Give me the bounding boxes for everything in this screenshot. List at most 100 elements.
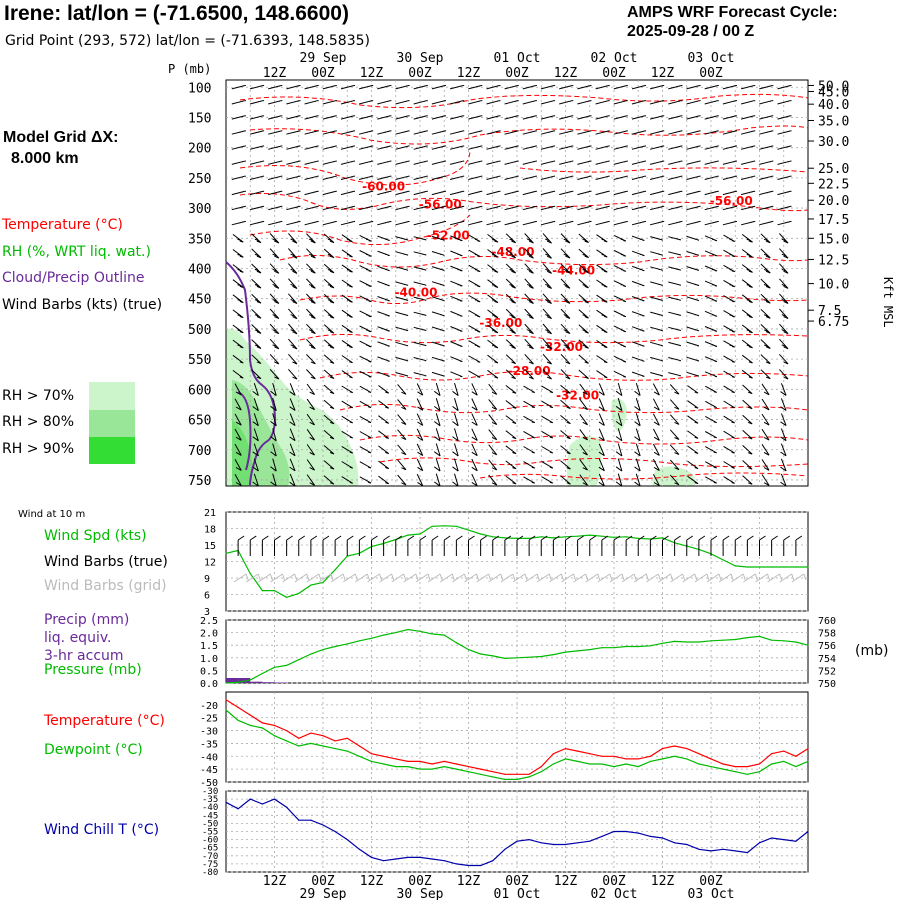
wind-barb: [468, 234, 481, 242]
height-tick-label: 6.75: [818, 315, 849, 330]
pressure-line-point: [613, 647, 615, 649]
top-time-tick-label: 00Z: [311, 66, 335, 81]
temperature-contour: [319, 370, 809, 381]
wind-barb: [705, 431, 717, 439]
wind-chill-line-point: [540, 842, 542, 844]
pressure-line-point: [407, 628, 409, 631]
wind-barb: [560, 430, 571, 440]
wind-barb: [777, 205, 792, 211]
wind-speed-line-point: [286, 596, 288, 598]
wind-barb: [704, 265, 718, 272]
wind-barb: [471, 473, 478, 487]
wind-barb: [522, 130, 537, 135]
wind-barb: [540, 115, 556, 120]
wind-barb: [306, 369, 316, 380]
wind-barb: [341, 309, 353, 318]
pressure-tick-label: 600: [188, 383, 211, 398]
wind-barb: [687, 415, 699, 424]
temperature-contour: [299, 333, 809, 344]
wind-barb: [669, 459, 680, 471]
pressure-ytick-label: 754: [818, 654, 836, 665]
wind-barb: [304, 190, 319, 196]
wind-barb: [286, 100, 301, 105]
wind-barb: [468, 249, 481, 258]
wind-barb: [560, 445, 571, 455]
temperature-line-point: [674, 745, 676, 747]
wind-barb: [434, 428, 441, 442]
wind-barb: [595, 160, 610, 165]
wind-barb: [323, 354, 335, 364]
wind-barb: [524, 263, 534, 274]
wind-speed-line-point: [589, 534, 591, 536]
wind-barb: [249, 130, 265, 135]
wind-chill-line-point: [661, 837, 664, 839]
wind-barb: [340, 160, 356, 165]
dewpoint-line-point: [383, 763, 385, 765]
wind-barb: [395, 311, 409, 316]
wind-barb: [377, 371, 390, 377]
dewpoint-line-point: [249, 724, 251, 727]
wind-chill-line-point: [577, 842, 579, 844]
wind10-barb-grid: [245, 573, 261, 583]
wind-barb: [468, 220, 483, 226]
wind-barb: [559, 175, 574, 180]
wind-barb: [234, 383, 242, 396]
wind-barb: [340, 115, 356, 120]
wind-barb: [740, 115, 756, 120]
wind-barb: [524, 338, 534, 350]
wind-barb: [468, 100, 483, 105]
bottom-time-tick-label: 12Z: [554, 874, 578, 889]
wind-barb: [488, 383, 498, 395]
wind-barb: [668, 281, 682, 286]
wind-barb: [306, 429, 316, 441]
wind-barb: [450, 356, 463, 363]
wind-barb: [686, 130, 701, 135]
wind-barb: [359, 295, 372, 303]
wind-barb: [505, 460, 517, 470]
wind-barb: [270, 382, 277, 396]
wind-barb: [631, 220, 647, 226]
wind-barb: [358, 160, 374, 165]
wind10-barb-grid: [233, 573, 249, 583]
wind-barb: [505, 354, 517, 365]
wind-barb: [359, 385, 372, 393]
wind-barb: [759, 145, 774, 150]
wind-barb: [631, 205, 647, 211]
wind-chill-line-point: [419, 856, 421, 859]
wind-barb: [249, 115, 265, 120]
pressure-line-point: [237, 681, 239, 684]
wind-barb: [304, 85, 319, 90]
wind-speed-line-point: [722, 559, 724, 561]
wind-chill-line-point: [286, 806, 288, 808]
wind-chill-ytick-label: -80: [202, 868, 218, 878]
top-date-label: 01 Oct: [494, 51, 541, 66]
wind-barb: [686, 175, 701, 180]
temperature-contour: [239, 93, 809, 109]
wind-barb: [631, 175, 647, 180]
wind-barb: [378, 430, 390, 439]
wind-barb: [395, 296, 409, 301]
wind-barb: [268, 100, 283, 105]
wind-barb: [650, 326, 663, 332]
wind-barb: [434, 398, 441, 412]
wind-barb: [705, 400, 717, 409]
wind-barb: [596, 339, 608, 349]
height-tick-label: 50.0: [818, 79, 849, 94]
wind-barb: [306, 474, 316, 486]
wind-barb: [613, 145, 628, 150]
pressure-line-point: [698, 641, 700, 643]
wind-barb: [759, 160, 774, 165]
pressure-tick-label: 500: [188, 323, 211, 338]
wind-barb: [704, 371, 718, 378]
pressure-line-point: [771, 639, 773, 641]
wind-barb: [777, 190, 792, 196]
wind-barb: [341, 264, 353, 273]
wind-barb: [377, 250, 390, 257]
pressure-line-point: [261, 672, 263, 675]
forecast-cycle-line2: 2025-09-28 / 00 Z: [627, 23, 755, 40]
wind10-barb-grid: [294, 573, 310, 583]
wind-barb: [649, 85, 665, 90]
pressure-ytick-label: 760: [818, 616, 836, 627]
wind-barb: [306, 233, 316, 244]
wind-barb: [578, 279, 589, 289]
